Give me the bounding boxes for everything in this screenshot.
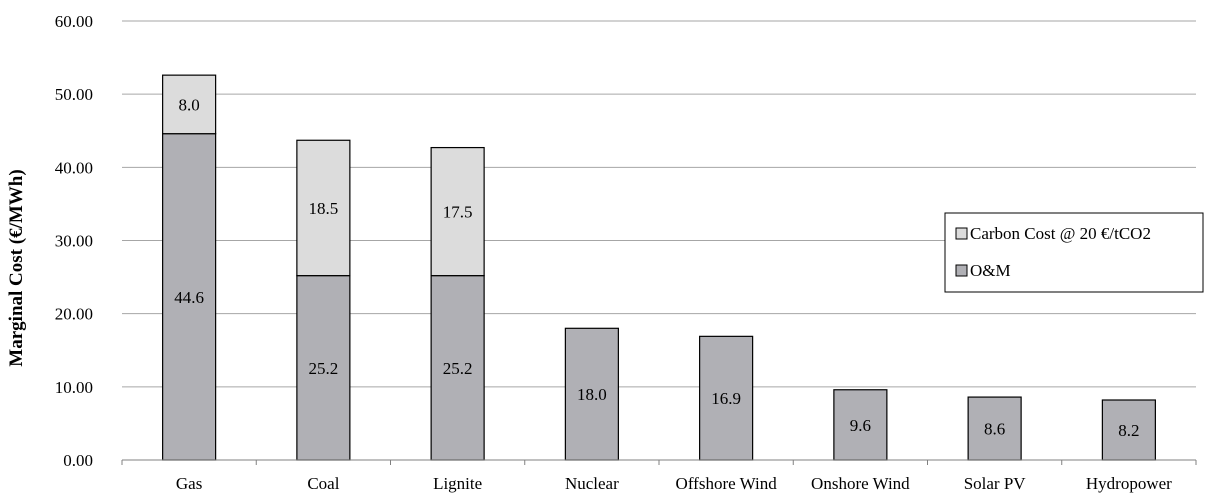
bar-carbon-cost bbox=[296, 139, 351, 277]
y-tick-label: 40.00 bbox=[55, 158, 93, 177]
bar-om bbox=[296, 275, 351, 461]
legend-box bbox=[944, 212, 1204, 293]
category-label: Offshore Wind bbox=[676, 474, 778, 493]
category-label: Onshore Wind bbox=[811, 474, 910, 493]
y-tick-label: 50.00 bbox=[55, 85, 93, 104]
data-label: 44.6 bbox=[174, 288, 204, 307]
category-label: Solar PV bbox=[964, 474, 1027, 493]
y-tick-label: 30.00 bbox=[55, 232, 93, 251]
y-tick-label: 10.00 bbox=[55, 378, 93, 397]
bar-om bbox=[699, 335, 754, 461]
legend: Carbon Cost @ 20 €/tCO2 O&M bbox=[944, 212, 1204, 293]
bar-om bbox=[430, 275, 485, 461]
legend-label-om: O&M bbox=[970, 261, 1011, 280]
data-label: 18.0 bbox=[577, 385, 607, 404]
legend-label-carbon-cost: Carbon Cost @ 20 €/tCO2 bbox=[970, 224, 1151, 243]
data-label: 8.2 bbox=[1118, 421, 1139, 440]
data-label: 8.0 bbox=[179, 95, 200, 114]
data-label: 9.6 bbox=[850, 416, 871, 435]
y-axis-ticks: 0.00 10.00 20.00 30.00 40.00 50.00 60.00 bbox=[55, 12, 93, 470]
bars bbox=[162, 74, 1156, 461]
bar-om bbox=[1101, 399, 1156, 461]
data-label: 8.6 bbox=[984, 420, 1005, 439]
data-label: 25.2 bbox=[443, 359, 473, 378]
data-label: 17.5 bbox=[443, 203, 473, 222]
bar-om bbox=[967, 396, 1022, 461]
category-labels: Gas Coal Lignite Nuclear Offshore Wind Onshor… bbox=[176, 474, 1172, 493]
data-label: 18.5 bbox=[309, 199, 339, 218]
y-tick-label: 20.00 bbox=[55, 305, 93, 324]
bar-om bbox=[564, 327, 619, 461]
category-label: Lignite bbox=[433, 474, 482, 493]
y-tick-label: 0.00 bbox=[63, 451, 93, 470]
data-labels: 44.6 8.0 25.2 18.5 25.2 17.5 18.0 16.9 9.6 8.6 8.2 bbox=[174, 95, 1139, 440]
category-label: Gas bbox=[176, 474, 202, 493]
x-axis bbox=[121, 459, 1197, 465]
data-label: 25.2 bbox=[309, 359, 339, 378]
category-label: Nuclear bbox=[565, 474, 619, 493]
legend-swatch-carbon-cost bbox=[955, 227, 968, 240]
category-label: Coal bbox=[307, 474, 339, 493]
category-label: Hydropower bbox=[1086, 474, 1172, 493]
legend-swatch-om bbox=[955, 264, 968, 277]
gridlines bbox=[122, 20, 1196, 388]
data-label: 16.9 bbox=[711, 389, 741, 408]
y-tick-label: 60.00 bbox=[55, 12, 93, 31]
y-axis-title: Marginal Cost (€/MWh) bbox=[6, 169, 27, 366]
bar-carbon-cost bbox=[162, 74, 217, 135]
bar-carbon-cost bbox=[430, 146, 485, 277]
